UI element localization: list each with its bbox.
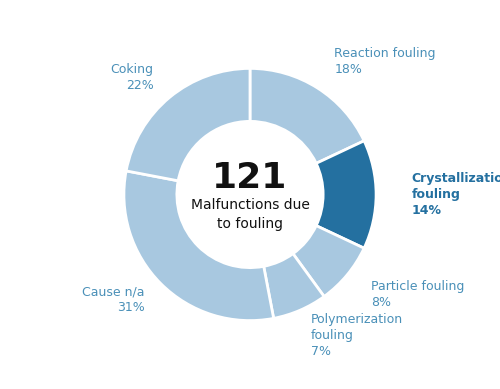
Wedge shape xyxy=(124,171,274,321)
Wedge shape xyxy=(264,254,324,318)
Text: Crystallization
fouling
14%: Crystallization fouling 14% xyxy=(412,172,500,217)
Text: Polymerization
fouling
7%: Polymerization fouling 7% xyxy=(311,313,403,358)
Text: Malfunctions due
to fouling: Malfunctions due to fouling xyxy=(190,198,310,231)
Wedge shape xyxy=(250,68,364,163)
Wedge shape xyxy=(293,226,364,296)
Text: 121: 121 xyxy=(212,161,288,195)
Text: Cause n/a
31%: Cause n/a 31% xyxy=(82,285,145,314)
Text: Coking
22%: Coking 22% xyxy=(110,63,154,93)
Text: Particle fouling
8%: Particle fouling 8% xyxy=(372,280,465,310)
Text: Reaction fouling
18%: Reaction fouling 18% xyxy=(334,47,436,76)
Wedge shape xyxy=(316,141,376,248)
Wedge shape xyxy=(126,68,250,181)
